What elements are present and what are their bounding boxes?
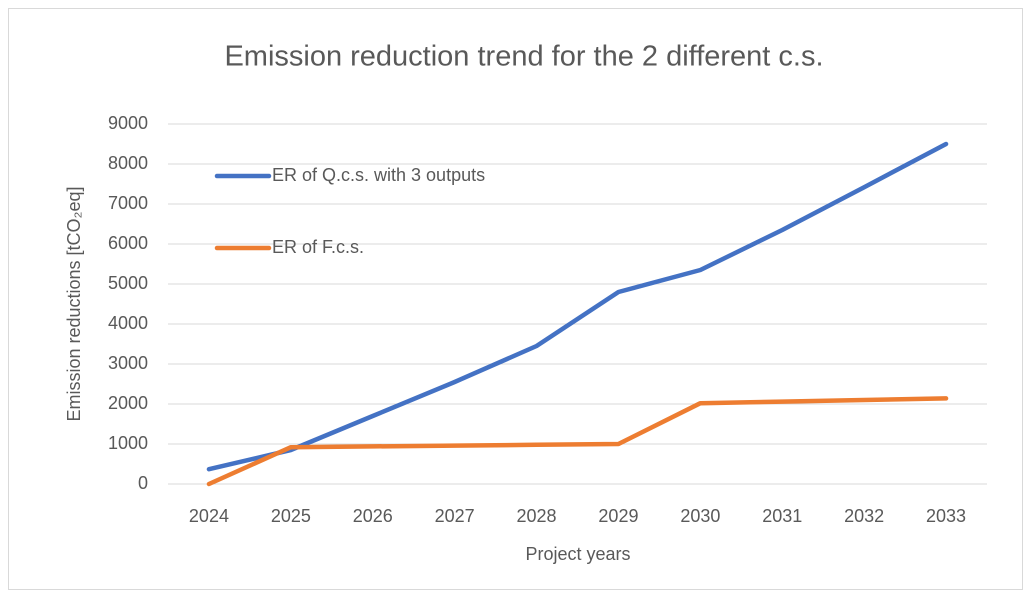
series-line [206,396,949,487]
series-line [206,141,949,472]
y-tick-label: 3000 [108,353,148,373]
x-tick-label: 2032 [844,506,884,526]
y-axis-title: Emission reductions [tCO₂eq] [64,186,84,421]
y-tick-label: 5000 [108,273,148,293]
x-tick-label: 2024 [189,506,229,526]
x-tick-label: 2031 [762,506,802,526]
x-tick-label: 2029 [598,506,638,526]
x-tick-label: 2026 [353,506,393,526]
x-tick-label: 2025 [271,506,311,526]
y-tick-label: 2000 [108,393,148,413]
y-tick-label: 6000 [108,233,148,253]
legend-label: ER of Q.c.s. with 3 outputs [272,165,485,185]
y-tick-label: 0 [138,473,148,493]
x-tick-label: 2028 [517,506,557,526]
y-tick-label: 8000 [108,153,148,173]
x-tick-label: 2033 [926,506,966,526]
x-tick-label: 2027 [435,506,475,526]
y-tick-label: 1000 [108,433,148,453]
y-tick-label: 4000 [108,313,148,333]
x-axis-title: Project years [525,544,630,564]
x-tick-label: 2030 [680,506,720,526]
y-tick-label: 7000 [108,193,148,213]
chart-title: Emission reduction trend for the 2 diffe… [224,41,823,73]
chart-border [8,8,1023,590]
y-tick-label: 9000 [108,113,148,133]
legend-label: ER of F.c.s. [272,237,364,257]
